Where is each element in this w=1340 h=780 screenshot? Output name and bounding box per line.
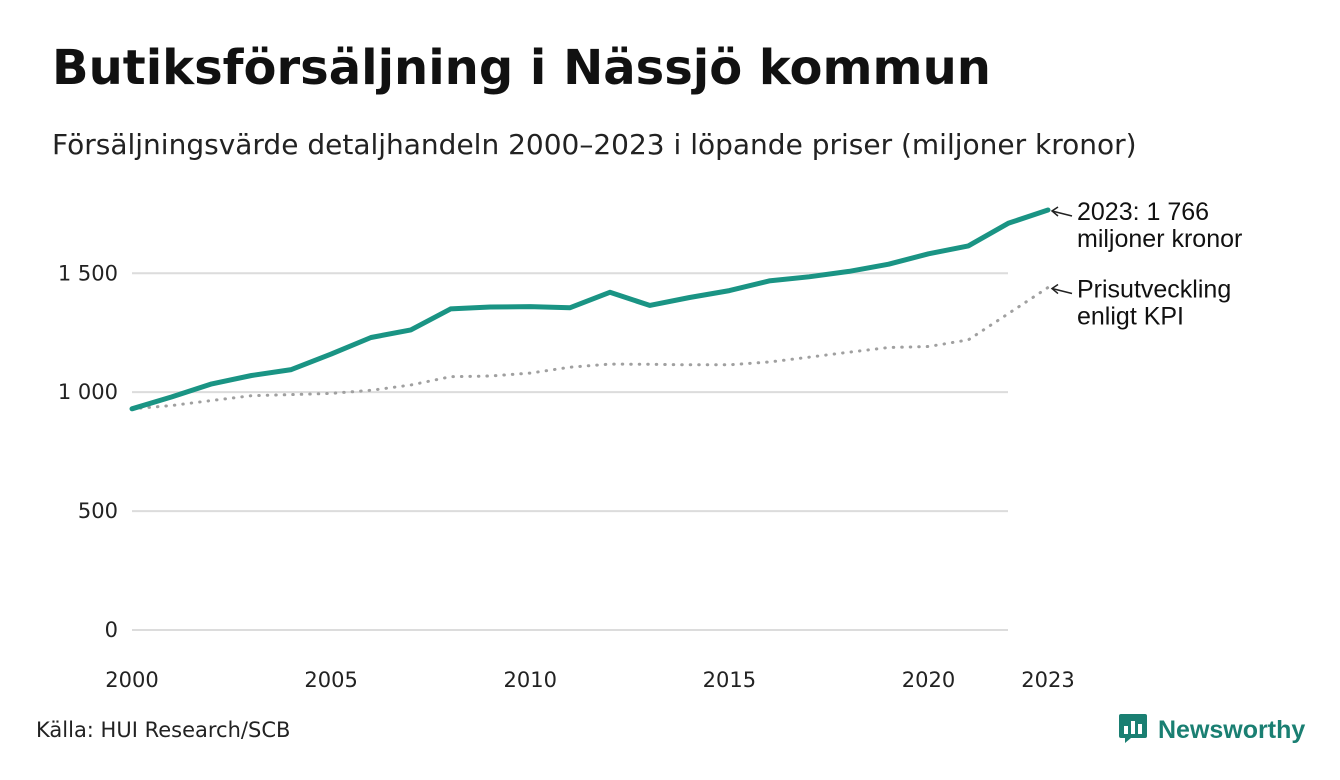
sales-annotation-text: 2023: 1 766: [1077, 198, 1209, 226]
series-lines: [129, 207, 1051, 412]
x-tick-label: 2015: [703, 668, 756, 692]
kpi-annotation-text: enligt KPI: [1077, 303, 1184, 331]
x-tick-label: 2005: [304, 668, 357, 692]
source-note: Källa: HUI Research/SCB: [36, 718, 291, 742]
bar-chart-speech-bubble-icon: [1118, 712, 1148, 749]
chart-title: Butiksförsäljning i Nässjö kommun: [52, 40, 991, 96]
x-axis-labels: 2000 2005 2010 2015 2020 2023: [105, 668, 1074, 692]
kpi-annotation-text: Prisutveckling: [1077, 276, 1231, 304]
kpi-series-line: [130, 286, 1050, 411]
annotation-arrow: [1051, 210, 1073, 217]
x-tick-label: 2020: [902, 668, 955, 692]
annotation-arrowhead: [1050, 206, 1059, 217]
gridlines: [132, 272, 1008, 631]
annotation-arrowhead: [1050, 283, 1059, 295]
annotation-arrow: [1051, 287, 1073, 295]
brand-name: Newsworthy: [1158, 716, 1306, 744]
y-tick-label: 500: [78, 499, 118, 523]
y-tick-label: 1 500: [58, 261, 118, 285]
newsworthy-logo: Newsworthy: [1118, 712, 1305, 749]
y-axis-labels: 0 500 1 000 1 500: [58, 261, 118, 642]
x-tick-label: 2023: [1021, 668, 1074, 692]
x-tick-label: 2010: [504, 668, 557, 692]
sales-series-line: [129, 207, 1051, 412]
chart-subtitle: Försäljningsvärde detaljhandeln 2000–202…: [52, 128, 1137, 161]
y-tick-label: 0: [105, 618, 118, 642]
y-tick-label: 1 000: [58, 380, 118, 404]
sales-annotation-text: miljoner kronor: [1077, 225, 1242, 253]
x-tick-label: 2000: [105, 668, 158, 692]
